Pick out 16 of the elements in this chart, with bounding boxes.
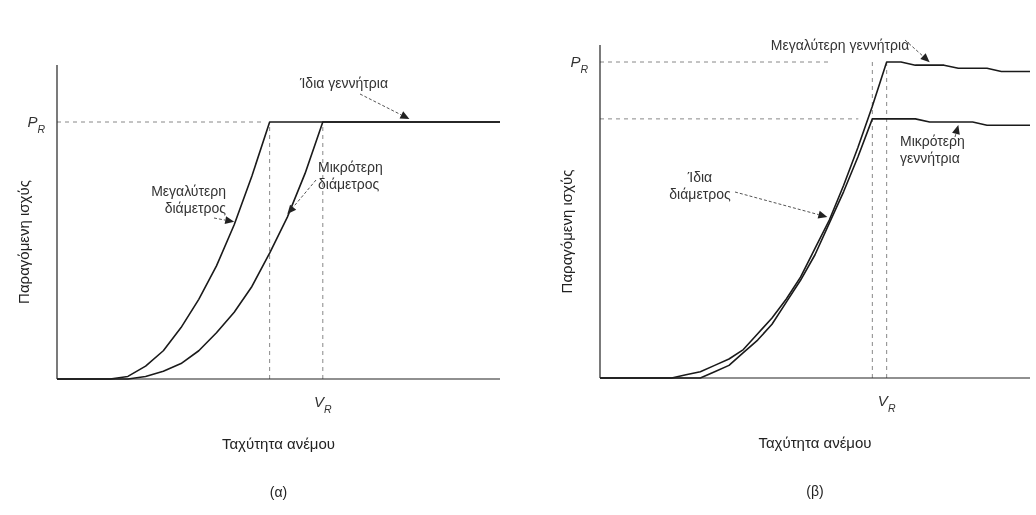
annotation: Ίδια διάμετρος [669,169,731,202]
ref-line-label: P$_{R}$ [27,113,46,135]
series-label: Μεγαλύτερη γεννήτρια [770,37,910,53]
series-label: Μικρότερη διάμετρος [318,159,383,192]
text: V$_{R}$ [877,392,896,414]
x-axis-title: Ταχύτητα ανέμου [758,434,872,451]
y-axis-title: Παραγόμενη ισχύς [15,180,32,304]
text: (α) [269,484,288,500]
y-axis-title: Παραγόμενη ισχύς [558,169,575,294]
text: (β) [806,483,824,499]
series-label: Μικρότερη γεννήτρια [900,133,965,166]
series-label: Μεγαλύτερη διάμετρος [151,183,227,216]
x-axis-title: Ταχύτητα ανέμου [221,435,336,452]
ref-line-label: P$_{R}$ [570,53,589,75]
text: Ίδια γεννήτρια [299,75,388,91]
text: V$_{R}$ [314,393,332,415]
